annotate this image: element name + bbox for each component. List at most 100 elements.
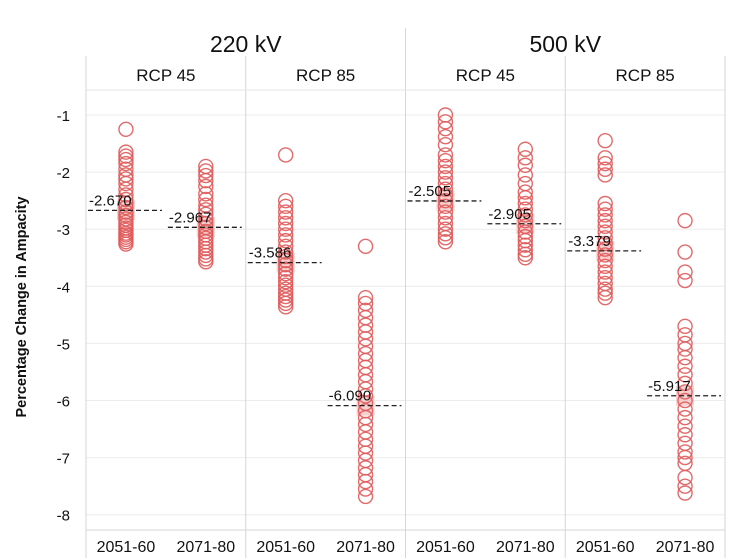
data-point — [677, 444, 693, 460]
data-point — [677, 244, 693, 260]
mean-highlight — [516, 213, 535, 234]
data-point — [597, 161, 613, 177]
data-point — [677, 392, 693, 409]
data-point — [357, 445, 374, 461]
data-point — [517, 195, 534, 212]
mean-label: -6.090 — [329, 388, 372, 405]
data-point — [597, 230, 613, 246]
mean-label: -2.505 — [409, 183, 452, 200]
data-point — [277, 256, 294, 273]
data-point — [277, 288, 294, 305]
data-point — [677, 384, 693, 400]
data-point — [277, 221, 294, 237]
data-point — [118, 171, 134, 187]
data-point — [517, 237, 534, 253]
x-tick-label: 2071-80 — [496, 539, 555, 556]
data-points — [116, 107, 695, 505]
data-point — [597, 132, 613, 149]
data-point — [357, 238, 374, 255]
data-point — [517, 150, 534, 166]
data-point — [597, 252, 613, 269]
data-point — [437, 230, 454, 246]
mean-label: -2.967 — [169, 209, 212, 226]
data-point — [517, 201, 534, 217]
data-point — [597, 155, 613, 172]
mean-lines: -2.670 -2.967 -3.586 -6.090 -2.505 -2.905 -3.3… — [88, 183, 721, 407]
data-point — [597, 290, 613, 306]
y-tick-label: -1 — [57, 108, 70, 125]
data-point — [277, 295, 294, 312]
data-point — [677, 485, 693, 501]
data-point — [277, 277, 294, 293]
rcp-header: RCP 45 — [456, 66, 515, 85]
mean-highlight — [676, 385, 695, 406]
data-point — [277, 244, 294, 260]
mean-label: -5.917 — [648, 378, 691, 395]
data-point — [277, 192, 294, 209]
data-point — [597, 281, 613, 297]
mean-label: -3.379 — [568, 233, 611, 250]
data-point — [517, 184, 534, 200]
data-point — [277, 210, 294, 226]
data-point — [198, 163, 214, 179]
data-point — [198, 191, 214, 208]
data-point — [597, 247, 613, 263]
data-point — [198, 254, 214, 270]
data-point — [437, 210, 454, 226]
data-point — [277, 232, 294, 249]
data-point — [118, 187, 134, 203]
data-point — [118, 195, 134, 212]
data-point — [118, 155, 134, 172]
data-point — [517, 157, 534, 173]
data-point — [677, 478, 693, 494]
data-point — [437, 226, 454, 242]
data-point — [357, 331, 374, 347]
x-tick-label: 2071-80 — [336, 539, 395, 556]
mean-label: -2.670 — [89, 192, 132, 209]
data-point — [118, 175, 134, 192]
data-point — [677, 435, 693, 452]
x-tick-label: 2071-80 — [176, 539, 235, 556]
data-point — [677, 341, 693, 357]
data-point — [437, 187, 454, 203]
data-point — [677, 327, 693, 343]
y-tick-label: -8 — [57, 508, 70, 525]
data-point — [198, 206, 214, 223]
data-point — [437, 175, 454, 192]
data-point — [677, 418, 693, 434]
data-point — [118, 207, 134, 224]
data-point — [357, 473, 374, 490]
data-point — [677, 367, 693, 383]
data-point — [677, 358, 693, 374]
x-tick-label: 2071-80 — [656, 539, 715, 556]
data-point — [357, 290, 374, 306]
data-point — [677, 349, 693, 366]
data-point — [277, 215, 294, 232]
data-point — [118, 204, 134, 220]
data-point — [437, 114, 454, 130]
data-point — [517, 141, 534, 157]
data-point — [677, 427, 693, 443]
data-point — [517, 212, 534, 229]
data-point — [517, 175, 534, 192]
data-point — [597, 207, 613, 223]
data-point — [198, 211, 214, 227]
rcp-header: RCP 85 — [616, 66, 675, 85]
data-point — [198, 186, 214, 202]
data-point — [118, 191, 134, 208]
data-point — [357, 388, 374, 404]
data-point — [437, 181, 454, 197]
data-point — [677, 375, 693, 392]
data-point — [277, 274, 294, 290]
data-point — [517, 250, 534, 266]
x-tick-label: 2051-60 — [97, 539, 156, 556]
data-point — [437, 152, 454, 169]
data-point — [677, 449, 693, 466]
data-point — [597, 195, 613, 212]
y-tick-label: -2 — [57, 165, 70, 182]
data-point — [437, 198, 454, 215]
voltage-header: 500 kV — [529, 31, 601, 57]
data-point — [597, 224, 613, 240]
data-point — [277, 204, 294, 220]
